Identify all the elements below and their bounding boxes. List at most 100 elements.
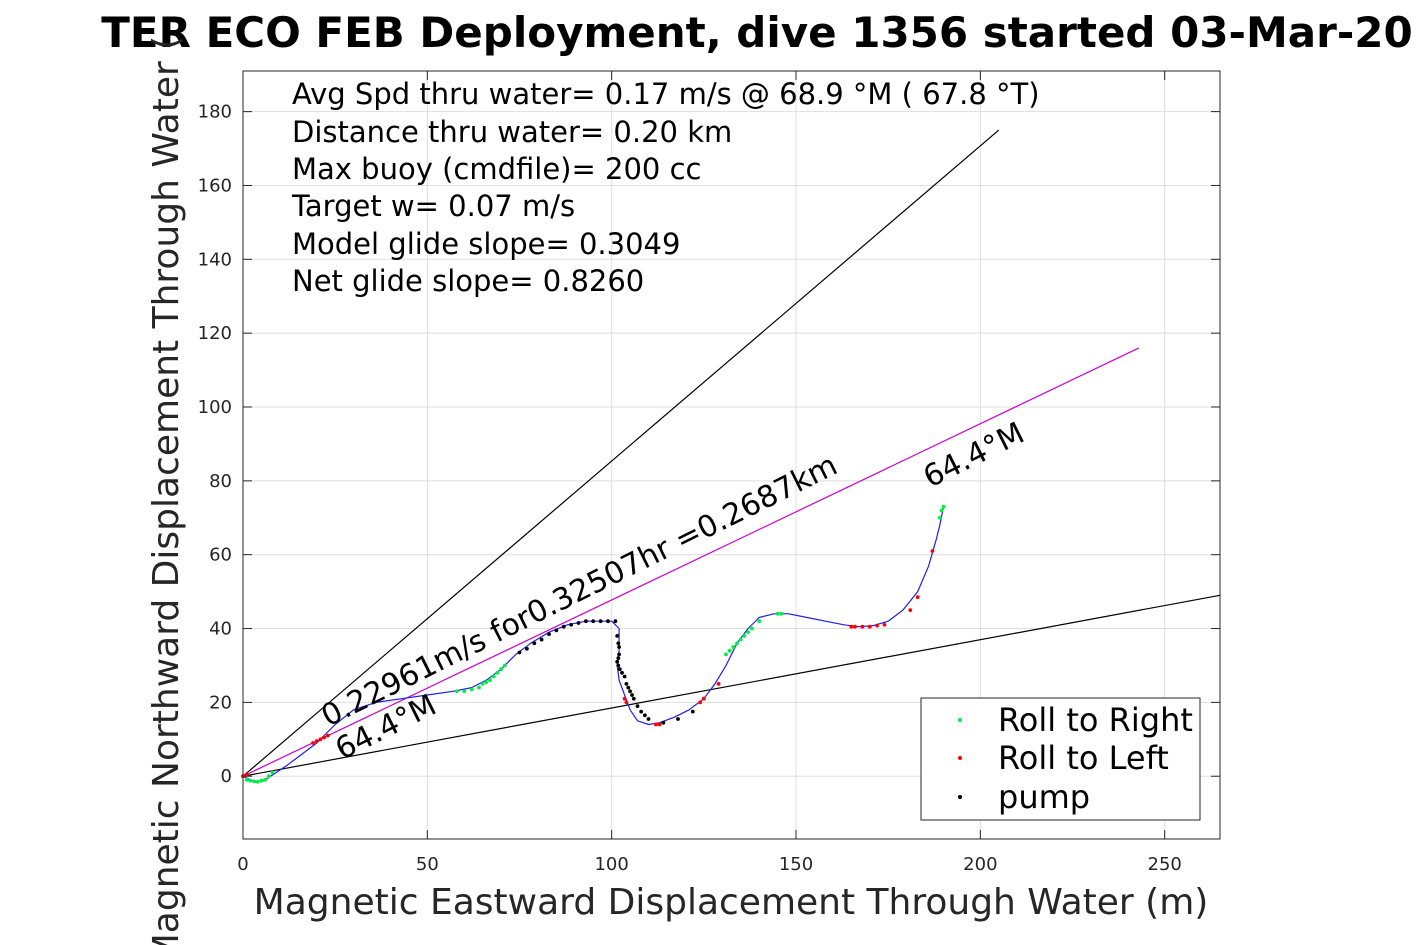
marker-roll-to-left bbox=[930, 549, 935, 553]
marker-pump bbox=[554, 628, 559, 633]
marker-roll-to-right bbox=[263, 778, 267, 782]
marker-roll-to-right bbox=[775, 611, 780, 616]
marker-pump bbox=[616, 641, 621, 646]
marker-pump bbox=[532, 641, 537, 646]
marker-pump bbox=[626, 685, 631, 690]
info-line-max-buoy: Max buoy (cmdfile)= 200 cc bbox=[292, 152, 701, 186]
marker-pump bbox=[525, 646, 529, 651]
marker-roll-to-right bbox=[462, 689, 467, 694]
legend-marker-roll-right bbox=[958, 718, 962, 722]
marker-roll-to-right bbox=[491, 674, 496, 679]
dive-info-text: Avg Spd thru water= 0.17 m/s @ 68.9 °M (… bbox=[291, 77, 1040, 298]
x-tick-label: 50 bbox=[416, 854, 439, 875]
marker-pump bbox=[622, 674, 627, 679]
marker-roll-to-right bbox=[738, 637, 743, 642]
marker-roll-to-right bbox=[746, 630, 750, 635]
marker-roll-to-right bbox=[469, 687, 474, 692]
marker-roll-to-right bbox=[488, 678, 492, 683]
legend: Roll to Right Roll to Left pump bbox=[920, 697, 1201, 821]
marker-pump bbox=[690, 709, 695, 714]
legend-box bbox=[920, 697, 1201, 821]
marker-pump bbox=[576, 621, 581, 625]
marker-pump bbox=[643, 713, 647, 718]
marker-roll-to-right bbox=[252, 779, 256, 784]
marker-pump bbox=[661, 720, 666, 725]
marker-pump bbox=[591, 619, 596, 624]
marker-roll-to-left bbox=[716, 682, 721, 686]
x-axis-label: Magnetic Eastward Displacement Through W… bbox=[254, 882, 1209, 923]
marker-roll-to-left bbox=[698, 700, 703, 705]
marker-roll-to-right bbox=[727, 648, 732, 653]
info-line-model-glide: Model glide slope= 0.3049 bbox=[292, 227, 680, 261]
marker-roll-to-right bbox=[749, 626, 754, 631]
legend-marker-pump bbox=[958, 795, 962, 799]
marker-roll-to-left bbox=[875, 623, 879, 628]
marker-roll-to-right bbox=[248, 778, 253, 783]
y-tick-label: 80 bbox=[209, 471, 232, 492]
marker-roll-to-left bbox=[908, 608, 913, 612]
marker-pump bbox=[539, 637, 544, 642]
dive-track bbox=[242, 506, 945, 783]
reference-line-lower-bound bbox=[242, 594, 1221, 777]
marker-roll-to-left bbox=[860, 624, 865, 629]
x-tick-label: 0 bbox=[237, 854, 248, 875]
track-markers bbox=[241, 504, 946, 784]
x-tick-label: 200 bbox=[963, 854, 997, 875]
reference-line-upper-bound bbox=[242, 129, 1000, 777]
marker-roll-to-left bbox=[322, 735, 326, 740]
y-tick-label: 180 bbox=[198, 102, 232, 123]
y-tick-label: 0 bbox=[221, 766, 232, 787]
marker-pump bbox=[584, 619, 588, 624]
y-tick-label: 20 bbox=[209, 692, 232, 713]
marker-roll-to-right bbox=[495, 670, 500, 675]
marker-pump bbox=[617, 667, 622, 672]
marker-roll-to-right bbox=[502, 663, 507, 668]
marker-roll-to-right bbox=[724, 652, 728, 657]
marker-roll-to-left bbox=[325, 733, 330, 738]
marker-pump bbox=[620, 670, 624, 675]
marker-roll-to-right bbox=[779, 611, 784, 616]
marker-pump bbox=[615, 659, 620, 664]
marker-pump bbox=[617, 652, 621, 657]
marker-roll-to-right bbox=[255, 779, 260, 784]
reference-line-heading-64.4 bbox=[242, 347, 1140, 777]
legend-marker-roll-left bbox=[958, 756, 962, 760]
legend-label-roll-right: Roll to Right bbox=[998, 701, 1193, 739]
legend-label-roll-left: Roll to Left bbox=[998, 739, 1169, 777]
marker-pump bbox=[616, 663, 621, 668]
marker-pump bbox=[615, 634, 620, 638]
marker-roll-to-right bbox=[270, 770, 275, 775]
x-tick-label: 250 bbox=[1148, 854, 1182, 875]
marker-roll-to-right bbox=[757, 619, 762, 624]
marker-roll-to-right bbox=[480, 682, 485, 686]
marker-pump bbox=[561, 624, 566, 629]
marker-roll-to-right bbox=[484, 680, 489, 684]
marker-pump bbox=[617, 645, 621, 649]
marker-pump bbox=[631, 696, 636, 701]
marker-roll-to-right bbox=[941, 504, 946, 509]
marker-pump bbox=[517, 650, 522, 655]
marker-roll-to-right bbox=[259, 778, 264, 783]
marker-pump bbox=[635, 704, 640, 708]
marker-pump bbox=[676, 717, 680, 721]
y-tick-label: 100 bbox=[198, 397, 232, 418]
marker-roll-to-left bbox=[915, 595, 920, 600]
marker-roll-to-right bbox=[742, 634, 747, 638]
marker-roll-to-left bbox=[318, 737, 323, 742]
marker-roll-to-right bbox=[937, 515, 942, 520]
info-line-distance: Distance thru water= 0.20 km bbox=[292, 115, 732, 149]
chart-title: TER ECO FEB Deployment, dive 1356 starte… bbox=[101, 8, 1412, 57]
marker-roll-to-right bbox=[499, 667, 503, 672]
marker-roll-to-left bbox=[654, 722, 658, 727]
marker-roll-to-left bbox=[622, 696, 627, 701]
marker-roll-to-right bbox=[266, 774, 271, 779]
marker-roll-to-left bbox=[849, 624, 854, 629]
y-axis-label: Magnetic Northward Displacement Through … bbox=[146, 36, 187, 945]
axis-tick-labels: 0 50 100 150 200 250 0 20 40 60 80 100 120 140 160 180 bbox=[198, 102, 1182, 875]
marker-roll-to-left bbox=[244, 772, 249, 777]
marker-pump bbox=[616, 656, 621, 660]
info-line-net-glide: Net glide slope= 0.8260 bbox=[292, 264, 644, 298]
marker-roll-to-right bbox=[735, 641, 739, 646]
legend-label-pump: pump bbox=[998, 778, 1090, 816]
